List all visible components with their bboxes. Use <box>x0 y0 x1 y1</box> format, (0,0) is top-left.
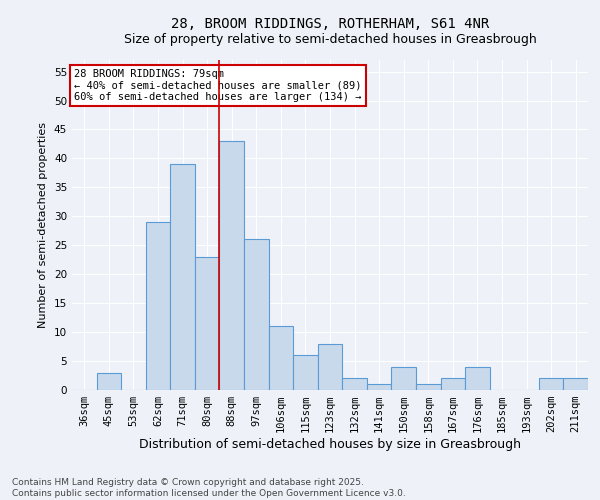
Bar <box>367 384 391 390</box>
Bar <box>391 367 416 390</box>
Bar <box>539 378 563 390</box>
Text: Size of property relative to semi-detached houses in Greasbrough: Size of property relative to semi-detach… <box>124 32 536 46</box>
Bar <box>465 367 490 390</box>
X-axis label: Distribution of semi-detached houses by size in Greasbrough: Distribution of semi-detached houses by … <box>139 438 521 451</box>
Text: 28 BROOM RIDDINGS: 79sqm
← 40% of semi-detached houses are smaller (89)
60% of s: 28 BROOM RIDDINGS: 79sqm ← 40% of semi-d… <box>74 68 362 102</box>
Bar <box>318 344 342 390</box>
Bar <box>97 372 121 390</box>
Bar <box>440 378 465 390</box>
Bar <box>244 240 269 390</box>
Bar <box>195 257 220 390</box>
Bar <box>416 384 440 390</box>
Bar <box>269 326 293 390</box>
Bar <box>220 141 244 390</box>
Text: Contains HM Land Registry data © Crown copyright and database right 2025.
Contai: Contains HM Land Registry data © Crown c… <box>12 478 406 498</box>
Bar <box>563 378 588 390</box>
Bar <box>342 378 367 390</box>
Text: 28, BROOM RIDDINGS, ROTHERHAM, S61 4NR: 28, BROOM RIDDINGS, ROTHERHAM, S61 4NR <box>171 18 489 32</box>
Bar <box>170 164 195 390</box>
Bar <box>293 356 318 390</box>
Y-axis label: Number of semi-detached properties: Number of semi-detached properties <box>38 122 49 328</box>
Bar <box>146 222 170 390</box>
